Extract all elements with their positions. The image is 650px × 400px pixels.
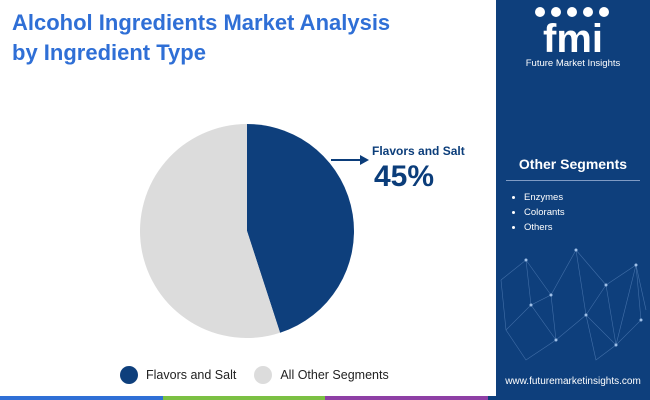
chart-title-line-1: Alcohol Ingredients Market Analysis [12, 10, 391, 35]
legend-label: Flavors and Salt [146, 368, 237, 382]
pie-slices [140, 124, 355, 338]
list-item: Others [524, 220, 565, 235]
website-url: www.futuremarketinsights.com [505, 376, 641, 387]
chart-title-line-2: by Ingredient Type [12, 40, 206, 65]
callout-arrow [331, 155, 369, 165]
callout-value: 45% [374, 160, 435, 193]
bottom-bar-segment [162, 396, 325, 400]
logo-letters: fmi [543, 17, 603, 60]
sidebar-panel: fmi Future Market Insights Other Segment… [496, 0, 650, 400]
bottom-bar-segment [487, 396, 650, 400]
list-item: Colorants [524, 205, 565, 220]
legend: Flavors and Salt All Other Segments [120, 366, 389, 384]
pie-chart [140, 124, 369, 338]
chart-title: Alcohol Ingredients Market Analysis by I… [12, 8, 482, 68]
brand-name: Future Market Insights [525, 58, 621, 69]
legend-swatch [120, 366, 138, 384]
pie-slice-flavors-and-salt [247, 124, 355, 333]
fmi-logo: fmi Future Market Insights [496, 0, 650, 76]
legend-label: All Other Segments [280, 368, 389, 382]
other-segments-list: Enzymes Colorants Others [510, 190, 565, 235]
network-decoration [500, 248, 647, 361]
bottom-color-bar [0, 396, 650, 400]
legend-item-all-other-segments: All Other Segments [254, 366, 389, 384]
list-item: Enzymes [524, 190, 565, 205]
other-segments-title: Other Segments [518, 156, 628, 172]
divider [506, 180, 640, 181]
callout-label: Flavors and Salt [372, 144, 465, 158]
pie-slice-all-other-segments [140, 124, 281, 338]
legend-item-flavors-and-salt: Flavors and Salt [120, 366, 236, 384]
bottom-bar-segment [0, 396, 163, 400]
legend-swatch [254, 366, 273, 384]
bottom-bar-segment [325, 396, 488, 400]
fmi-logo-icon: fmi [535, 7, 609, 61]
